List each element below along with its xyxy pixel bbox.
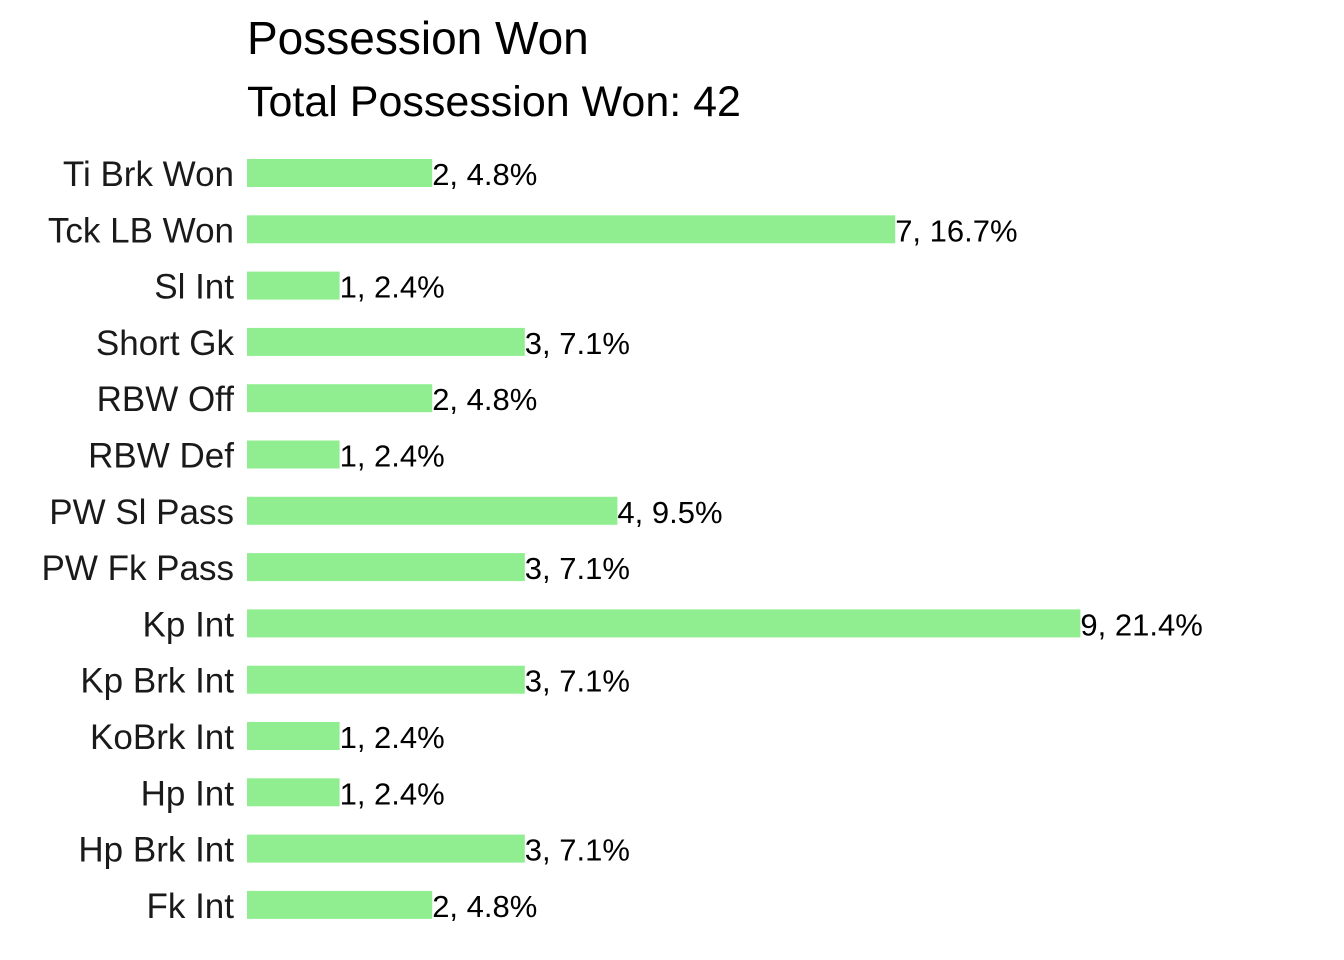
- category-label-kp-int: Kp Int: [143, 605, 235, 644]
- bar-rbw-def: [247, 440, 340, 469]
- bar-sl-int: [247, 271, 340, 300]
- chart-title: Possession Won: [247, 12, 589, 64]
- data-label-rbw-off: 2, 4.8%: [432, 382, 537, 417]
- category-label-pw-sl-pass: PW Sl Pass: [49, 493, 234, 532]
- category-label-sl-int: Sl Int: [154, 268, 234, 307]
- data-label-pw-sl-pass: 4, 9.5%: [617, 495, 722, 530]
- category-label-ti-brk-won: Ti Brk Won: [63, 155, 234, 194]
- chart-subtitle: Total Possession Won: 42: [247, 78, 741, 126]
- data-labels-group: 2, 4.8% 7, 16.7% 1, 2.4% 3, 7.1% 2, 4.8% 1, 2…: [340, 157, 1203, 924]
- bar-pw-sl-pass: [247, 496, 618, 525]
- category-label-pw-fk-pass: PW Fk Pass: [41, 549, 234, 588]
- bar-hp-brk-int: [247, 834, 525, 863]
- bar-tck-lb-won: [247, 215, 896, 244]
- category-label-hp-int: Hp Int: [141, 774, 235, 813]
- data-label-ti-brk-won: 2, 4.8%: [432, 157, 537, 192]
- bar-fk-int: [247, 890, 433, 919]
- category-label-kobrk-int: KoBrk Int: [90, 718, 234, 757]
- bar-kp-brk-int: [247, 665, 525, 694]
- category-label-tck-lb-won: Tck LB Won: [48, 211, 234, 250]
- data-label-fk-int: 2, 4.8%: [432, 889, 537, 924]
- data-label-kobrk-int: 1, 2.4%: [340, 720, 445, 755]
- bar-rbw-off: [247, 384, 433, 413]
- category-label-short-gk: Short Gk: [96, 324, 235, 363]
- category-label-rbw-def: RBW Def: [88, 437, 234, 476]
- bar-kobrk-int: [247, 722, 340, 750]
- category-label-rbw-off: RBW Off: [97, 380, 235, 419]
- data-label-short-gk: 3, 7.1%: [525, 326, 630, 361]
- data-label-rbw-def: 1, 2.4%: [340, 439, 445, 474]
- bar-short-gk: [247, 327, 525, 356]
- data-label-tck-lb-won: 7, 16.7%: [895, 213, 1017, 248]
- category-label-fk-int: Fk Int: [146, 887, 234, 926]
- category-axis: Ti Brk Won Tck LB Won Sl Int Short Gk RBW Of…: [41, 155, 234, 926]
- bar-kp-int: [247, 609, 1081, 638]
- data-label-kp-brk-int: 3, 7.1%: [525, 664, 630, 699]
- bar-hp-int: [247, 778, 340, 807]
- category-label-kp-brk-int: Kp Brk Int: [80, 662, 234, 701]
- bars-group: [247, 159, 1081, 919]
- data-label-hp-int: 1, 2.4%: [340, 776, 445, 811]
- data-label-sl-int: 1, 2.4%: [340, 270, 445, 305]
- bar-pw-fk-pass: [247, 553, 525, 582]
- data-label-hp-brk-int: 3, 7.1%: [525, 833, 630, 868]
- data-label-kp-int: 9, 21.4%: [1080, 607, 1202, 642]
- category-label-hp-brk-int: Hp Brk Int: [78, 831, 234, 870]
- bar-ti-brk-won: [247, 159, 433, 187]
- data-label-pw-fk-pass: 3, 7.1%: [525, 551, 630, 586]
